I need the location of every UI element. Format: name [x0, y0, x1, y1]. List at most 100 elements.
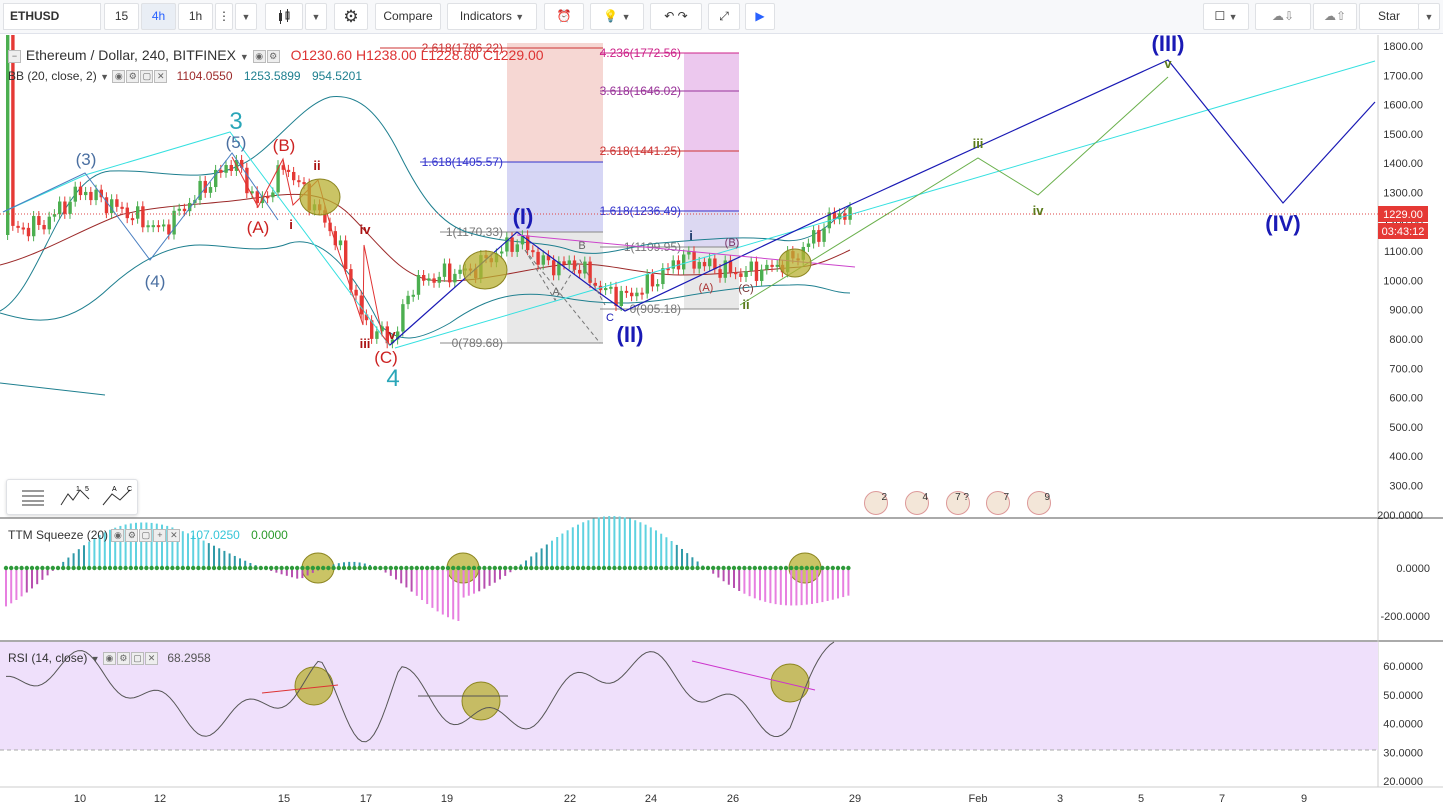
candle-body [115, 199, 119, 207]
ttm-dot [487, 565, 492, 571]
ttm-dot [638, 565, 643, 571]
interval-4h-button[interactable]: 4h [141, 3, 176, 30]
star-dropdown-icon[interactable]: ▼ [1418, 3, 1440, 30]
candle-body [702, 261, 707, 267]
rsi-dropdown-icon[interactable]: ▼ [90, 654, 100, 664]
ttm-dot [414, 565, 419, 571]
lightbulb-icon[interactable]: 💡 ▼ [590, 3, 644, 30]
settings-small-icon[interactable]: ⚙ [116, 652, 130, 666]
candle-body [635, 292, 639, 297]
event-badge[interactable]: 9 [1027, 491, 1051, 515]
ttm-dot [685, 565, 690, 571]
ttm-dot [217, 565, 222, 571]
ttm-dot [201, 565, 206, 571]
more-intervals-icon[interactable]: ⋮ [215, 3, 233, 30]
cloud-save-icon[interactable]: ☁⇧ [1313, 3, 1357, 30]
candle-body [156, 225, 161, 228]
ttm-dot [289, 565, 295, 571]
lines-tool-icon[interactable] [15, 484, 51, 512]
close-icon[interactable]: ✕ [144, 652, 158, 666]
price-tick-label: 600.00 [1389, 393, 1423, 405]
eye-icon[interactable]: ◉ [102, 652, 116, 666]
title-dropdown-icon[interactable]: ▼ [239, 52, 249, 62]
chart-canvas[interactable]: 2.618(1786.22) 1.618(1405.57) 1(1170.33)… [0, 29, 1443, 807]
candle-body [838, 213, 842, 220]
ttm-dot [773, 565, 778, 571]
format-icon[interactable]: ▢ [130, 652, 144, 666]
bb-legend: BB (20, close, 2) ▼ ◉ ⚙ ▢ ✕ 1104.0550 1253.… [8, 69, 362, 84]
interval-1h-button[interactable]: 1h [178, 3, 213, 30]
fullscreen-icon[interactable]: ⤢ [708, 3, 740, 30]
wave-label-s-C: (C) [738, 283, 753, 295]
svg-text:A: A [112, 486, 117, 493]
close-icon[interactable]: ✕ [154, 70, 168, 84]
star-button[interactable]: Star [1359, 3, 1419, 30]
settings-small-icon[interactable]: ⚙ [126, 70, 140, 84]
ttm-dot [310, 565, 315, 571]
ttm-dot [846, 565, 851, 571]
interval-15-button[interactable]: 15 [104, 3, 139, 30]
bb-dropdown-icon[interactable]: ▼ [100, 72, 109, 82]
candle-body [770, 264, 774, 267]
candle-body [567, 260, 571, 265]
settings-small-icon[interactable]: ⚙ [266, 49, 280, 63]
compare-button[interactable]: Compare [375, 3, 441, 30]
alert-add-icon[interactable]: ⏰ [544, 3, 584, 30]
ttm-dot [253, 565, 258, 571]
ttm-dot [232, 565, 237, 571]
ttm-dot [165, 565, 170, 571]
candle-body [182, 208, 187, 212]
event-badge[interactable]: 7 ? [946, 491, 970, 515]
ttm-dot [721, 565, 726, 571]
add-icon[interactable]: + [153, 529, 167, 543]
event-badge[interactable]: 4 [905, 491, 929, 515]
undo-redo-icons[interactable]: ↶ ↷ [650, 3, 702, 30]
candle-body [198, 180, 202, 200]
event-badge-count: 2 [881, 492, 887, 503]
event-badge[interactable]: 2 [864, 491, 888, 515]
ttm-dot [586, 565, 591, 571]
rsi-band-bg [0, 642, 1378, 750]
format-icon[interactable]: ▢ [139, 529, 153, 543]
rsi-axis[interactable]: 60.0000 50.0000 40.0000 30.0000 20.0000 [1383, 661, 1423, 788]
candle-body [276, 165, 280, 193]
symbol-input[interactable]: ETHUSD [3, 3, 101, 30]
ttm-dot [133, 565, 139, 571]
event-badge-count: 9 [1044, 492, 1050, 503]
layout-box-icon[interactable]: ☐ ▼ [1203, 3, 1249, 30]
settings-gear-icon[interactable]: ⚙ [334, 3, 368, 30]
eye-icon[interactable]: ◉ [111, 529, 125, 543]
time-axis[interactable]: 10 12 15 17 19 22 24 26 29 Feb 3 5 7 9 [74, 793, 1307, 805]
ttm-axis[interactable]: 0.0000 -200.0000 [1380, 563, 1430, 623]
ttm-dot [726, 565, 731, 571]
fib-left-base-zone [507, 232, 603, 343]
fib-right-1618-label: 1.618(1236.49) [600, 204, 681, 218]
ttm-dot [352, 565, 357, 571]
candle-style-icon[interactable] [265, 3, 303, 30]
time-tick-label: 26 [727, 793, 739, 805]
price-axis[interactable]: 1800.00 1700.00 1600.00 1500.00 1400.00 1300.… [1377, 41, 1423, 522]
cyan-channel-line [394, 60, 1376, 349]
chart-area[interactable]: 2.618(1786.22) 1.618(1405.57) 1(1170.33)… [0, 29, 1443, 807]
ttm-dot [81, 565, 87, 571]
collapse-icon[interactable]: − [8, 49, 21, 63]
indicators-button[interactable]: Indicators ▼ [447, 3, 537, 30]
wave-label-r-v: v [388, 327, 396, 342]
time-tick-label: 9 [1301, 793, 1307, 805]
format-icon[interactable]: ▢ [140, 70, 154, 84]
interval-dropdown-icon[interactable]: ▼ [235, 3, 257, 30]
ttm-dot [227, 565, 232, 571]
close-icon[interactable]: ✕ [167, 529, 181, 543]
eye-icon[interactable]: ◉ [252, 49, 266, 63]
eye-icon[interactable]: ◉ [112, 70, 126, 84]
event-badge[interactable]: 7 [986, 491, 1010, 515]
ttm-dot [419, 565, 425, 571]
settings-small-icon[interactable]: ⚙ [125, 529, 139, 543]
replay-play-icon[interactable]: ▶ [745, 3, 775, 30]
ttm-dot [596, 565, 601, 571]
candle-body [505, 237, 509, 252]
chart-style-dropdown-icon[interactable]: ▼ [305, 3, 327, 30]
cloud-load-icon[interactable]: ☁⇩ [1255, 3, 1311, 30]
